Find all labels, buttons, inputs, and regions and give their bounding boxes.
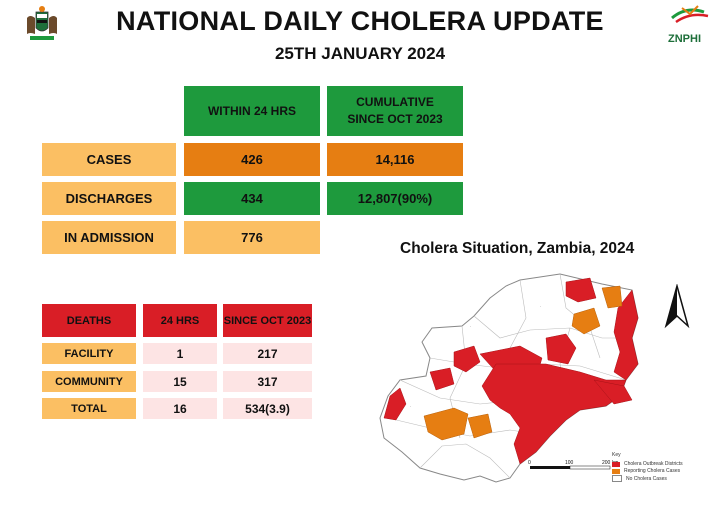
discharges-cumulative-value: 12,807(90%) xyxy=(357,191,433,206)
deaths-row-facility-24: 1 xyxy=(143,343,217,364)
deaths-row-total-label: TOTAL xyxy=(42,398,136,419)
page-title: NATIONAL DAILY CHOLERA UPDATE xyxy=(116,6,604,36)
cases-within-24-value: 426 xyxy=(241,152,263,167)
report-date: 25TH JANUARY 2024 xyxy=(274,44,446,63)
cases-cumulative: 14,116 xyxy=(327,143,463,176)
facility-24-value: 1 xyxy=(176,346,184,361)
map-legend: Key Cholera Outbreak Districts Reporting… xyxy=(612,452,704,486)
header-cumulative: CUMULATIVE SINCE OCT 2023 xyxy=(327,86,463,136)
total-label: TOTAL xyxy=(71,402,107,415)
legend-label-outbreak: Cholera Outbreak Districts xyxy=(624,461,683,467)
discharges-label: DISCHARGES xyxy=(65,191,153,206)
discharges-cumulative: 12,807(90%) xyxy=(327,182,463,215)
legend-label-none: No Cholera Cases xyxy=(626,475,667,482)
deaths-col-since-label: SINCE OCT 2023 xyxy=(223,314,312,327)
in-admission-label: IN ADMISSION xyxy=(64,230,154,245)
legend-swatch-outbreak xyxy=(612,461,620,467)
deaths-row-total-24: 16 xyxy=(143,398,217,419)
scale-label-200: 200 km xyxy=(602,460,619,466)
header-within-24: WITHIN 24 HRS xyxy=(184,86,320,136)
znphi-logo-text: ZNPHI xyxy=(668,33,701,45)
community-since-value: 317 xyxy=(257,374,278,389)
zambia-cholera-map: · · · 0 100 200 km xyxy=(370,268,700,493)
total-24-value: 16 xyxy=(173,401,187,416)
header-within-24-label: WITHIN 24 HRS xyxy=(207,104,296,118)
legend-label-reporting: Reporting Cholera Cases xyxy=(624,468,681,474)
legend-swatch-reporting xyxy=(612,468,620,474)
north-arrow-icon xyxy=(664,283,690,330)
legend-title: Key xyxy=(612,452,621,458)
deaths-col-since: SINCE OCT 2023 xyxy=(223,304,312,337)
community-24-value: 15 xyxy=(173,374,187,389)
deaths-row-community-since: 317 xyxy=(223,371,312,392)
facility-label: FACILITY xyxy=(64,347,114,360)
map-title: Cholera Situation, Zambia, 2024 xyxy=(400,240,635,257)
header-cumulative-line2: SINCE OCT 2023 xyxy=(347,112,443,126)
header-cumulative-line1: CUMULATIVE xyxy=(356,95,434,109)
deaths-row-total-since: 534(3.9) xyxy=(223,398,312,419)
facility-since-value: 217 xyxy=(257,346,278,361)
deaths-row-facility-since: 217 xyxy=(223,343,312,364)
znphi-logo: ZNPHI xyxy=(664,4,714,45)
total-since-value: 534(3.9) xyxy=(245,401,290,416)
discharges-within-24: 434 xyxy=(184,182,320,215)
deaths-col-24-label: 24 HRS xyxy=(160,314,200,327)
cases-within-24: 426 xyxy=(184,143,320,176)
row-label-cases: CASES xyxy=(42,143,176,176)
legend-item-outbreak: Cholera Outbreak Districts xyxy=(612,461,683,467)
in-admission-value: 776 xyxy=(241,230,263,245)
cases-label: CASES xyxy=(86,152,132,167)
svg-text:·: · xyxy=(540,304,541,309)
cases-cumulative-value: 14,116 xyxy=(375,152,415,167)
discharges-within-24-value: 434 xyxy=(241,191,263,206)
coat-of-arms-logo xyxy=(24,4,60,44)
legend-item-reporting: Reporting Cholera Cases xyxy=(612,468,680,474)
row-label-in-admission: IN ADMISSION xyxy=(42,221,176,254)
scale-bar xyxy=(530,465,611,470)
row-label-discharges: DISCHARGES xyxy=(42,182,176,215)
deaths-header: DEATHS xyxy=(42,304,136,337)
deaths-row-community-24: 15 xyxy=(143,371,217,392)
svg-text:·: · xyxy=(410,404,411,409)
deaths-header-label: DEATHS xyxy=(66,314,112,327)
svg-text:·: · xyxy=(470,324,471,329)
scale-label-0: 0 xyxy=(528,460,531,466)
deaths-col-24: 24 HRS xyxy=(143,304,217,337)
community-label: COMMUNITY xyxy=(55,375,123,388)
legend-swatch-none xyxy=(612,475,622,482)
scale-label-100: 100 xyxy=(565,460,574,466)
in-admission-within-24: 776 xyxy=(184,221,320,254)
legend-item-none: No Cholera Cases xyxy=(612,475,667,482)
deaths-row-facility-label: FACILITY xyxy=(42,343,136,364)
deaths-row-community-label: COMMUNITY xyxy=(42,371,136,392)
